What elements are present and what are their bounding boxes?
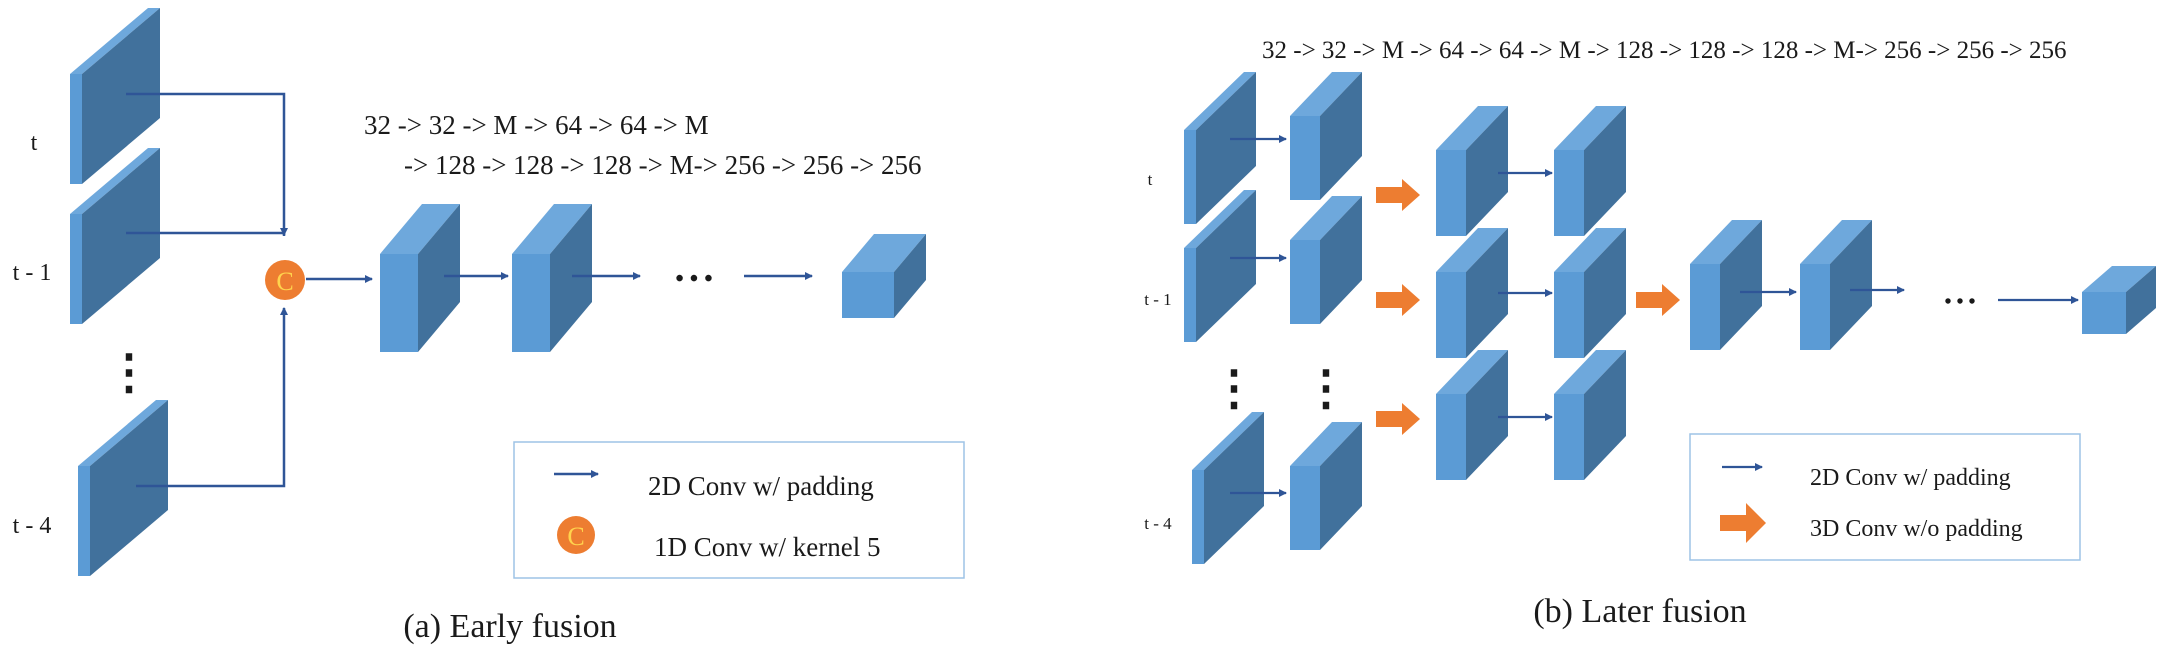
later-conv-t-4 [1290,422,1362,550]
early-input-connections [126,92,288,488]
early-horizontal-ellipsis: • • • [675,266,712,292]
concat-node: C [265,260,305,300]
later-caption: (b) Later fusion [1533,593,1746,630]
later-legend-3d-conv-arrow [1720,503,1766,543]
later-fused-block-2 [1800,220,1872,350]
concat-symbol: C [276,267,293,296]
later-frame-t-4 [1192,412,1264,564]
early-frame-label-t-1: t - 1 [13,260,52,286]
early-frame-label-t: t [31,130,38,156]
later-fused-block-1 [1690,220,1762,350]
later-horizontal-ellipsis: • • • [1944,291,1975,313]
later-frame-t-1 [1184,190,1256,342]
later-conv2d-arrows [1230,135,2079,497]
later-2d-t-1 [1554,228,1626,358]
later-legend: 2D Conv w/ padding 3D Conv w/o padding [1689,433,2081,561]
early-conv-block-2 [512,204,592,352]
early-caption: (a) Early fusion [403,608,616,645]
later-output-block [2082,266,2156,334]
early-vertical-ellipsis: ⋮ [105,346,153,399]
early-ops-line-2: -> 128 -> 128 -> 128 -> M-> 256 -> 256 -… [404,150,922,180]
later-3d-t-1 [1436,228,1508,358]
conv3d-arrow-t-1 [1376,284,1420,316]
later-vertical-ellipsis-1: ⋮ [1210,362,1258,415]
later-frame-t [1184,72,1256,224]
later-3d-t [1436,106,1508,236]
later-conv3d-arrows [1376,179,1680,435]
early-fusion-panel: t t - 1 t - 4 ⋮ C • • • 32 -> 32 -> M ->… [13,8,965,645]
later-conv-t [1290,72,1362,200]
early-frame-t-1 [70,148,160,324]
conv3d-arrow-fuse [1636,284,1680,316]
legend-1d-conv-icon [557,516,595,554]
conv3d-arrow-t-4 [1376,403,1420,435]
later-2d-t [1554,106,1626,236]
legend-1d-conv-symbol: C [567,522,584,551]
early-output-block [842,234,926,318]
early-frame-t-4 [78,400,168,576]
later-frame-label-t-1: t - 1 [1144,290,1171,309]
early-frame-t [70,8,160,184]
early-pipeline-arrows [306,272,813,283]
later-2d-t-4 [1554,350,1626,480]
later-vertical-ellipsis-2: ⋮ [1302,362,1350,415]
later-legend-3d-conv: 3D Conv w/o padding [1810,516,2023,542]
early-frame-label-t-4: t - 4 [13,513,52,539]
early-legend-2d-conv: 2D Conv w/ padding [648,471,874,501]
later-3d-t-4 [1436,350,1508,480]
later-legend-2d-conv: 2D Conv w/ padding [1810,465,2011,491]
early-legend-1d-conv: 1D Conv w/ kernel 5 [654,532,880,562]
early-ops-line-1: 32 -> 32 -> M -> 64 -> 64 -> M [364,110,709,140]
later-frame-label-t-4: t - 4 [1144,514,1172,533]
later-ops-line: 32 -> 32 -> M -> 64 -> 64 -> M -> 128 ->… [1262,37,2067,64]
conv3d-arrow-t [1376,179,1420,211]
later-conv-t-1 [1290,196,1362,324]
later-frame-label-t: t [1148,170,1153,189]
early-conv-block-1 [380,204,460,352]
early-legend: 2D Conv w/ padding C 1D Conv w/ kernel 5 [513,441,965,579]
later-fusion-panel: 32 -> 32 -> M -> 64 -> 64 -> M -> 128 ->… [1144,37,2156,630]
